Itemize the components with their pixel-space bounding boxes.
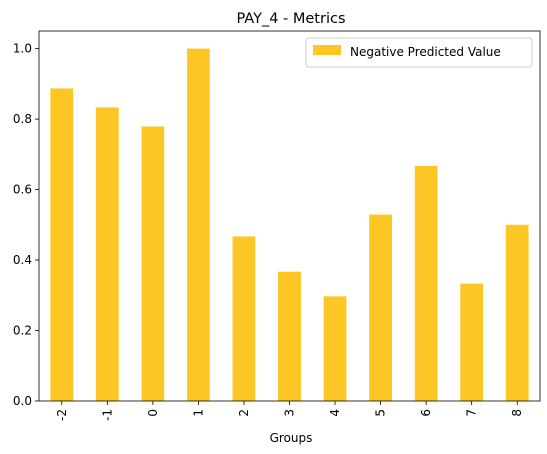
bar-4: [323, 296, 347, 401]
y-tick-labels: 0.0 0.2 0.4 0.6 0.8 1.0: [13, 42, 32, 408]
bar-1: [187, 48, 210, 401]
bar-7: [460, 283, 484, 401]
bar-3: [278, 271, 301, 401]
y-tick-label: 1.0: [13, 42, 32, 56]
chart-title: PAY_4 - Metrics: [236, 11, 345, 27]
legend: Negative Predicted Value: [305, 37, 533, 68]
y-tick-label: 0.6: [13, 183, 32, 197]
x-tick-label: -2: [55, 409, 69, 421]
bar--2: [50, 88, 74, 401]
y-tick-label: 0.4: [13, 253, 32, 267]
legend-label: Negative Predicted Value: [350, 45, 501, 59]
bar-5: [369, 214, 392, 401]
bar-8: [505, 224, 529, 401]
plot-frame: [38, 30, 541, 402]
x-tick-labels: -2 -1 0 1 2 3 4 5 6 7 8: [55, 409, 524, 421]
x-tick-label: 3: [283, 409, 297, 417]
x-tick-label: 4: [328, 409, 342, 417]
legend-frame: [305, 37, 533, 68]
axes-group: [35, 30, 541, 405]
bars-group: [50, 48, 529, 401]
x-tick-label: -1: [100, 409, 114, 421]
x-tick-label: 7: [465, 409, 479, 417]
x-tick-label: 8: [510, 409, 524, 417]
bar-0: [141, 126, 165, 401]
x-tick-label: 5: [374, 409, 388, 417]
y-tick-label: 0.0: [13, 394, 32, 408]
x-tick-label: 2: [237, 409, 251, 417]
y-tick-label: 0.2: [13, 324, 32, 338]
bar--1: [95, 107, 119, 401]
x-tick-label: 6: [419, 409, 433, 417]
x-axis-label: Groups: [270, 431, 313, 445]
legend-swatch: [313, 45, 341, 55]
x-tick-label: 0: [146, 409, 160, 417]
bar-2: [232, 236, 256, 401]
bar-6: [414, 165, 438, 401]
y-tick-label: 0.8: [13, 112, 32, 126]
x-tick-label: 1: [191, 409, 205, 417]
